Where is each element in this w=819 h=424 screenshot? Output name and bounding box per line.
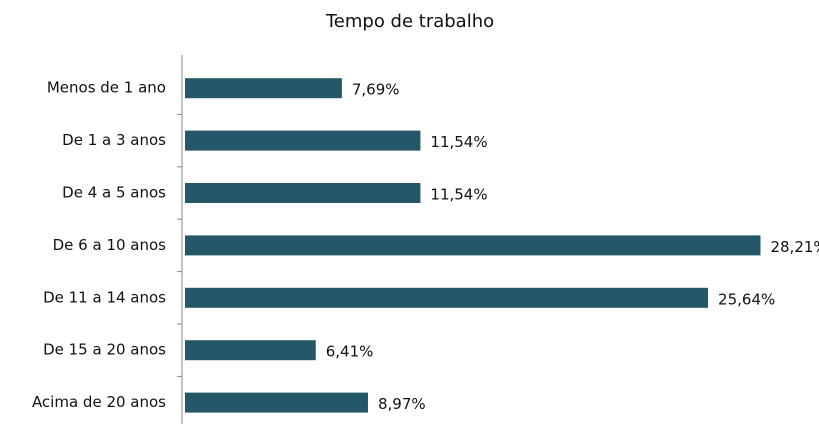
y-tick-label: Acima de 20 anos (32, 393, 166, 411)
bar (185, 78, 342, 99)
y-tick-label: De 11 a 14 anos (43, 288, 166, 306)
bar (185, 130, 421, 151)
y-tick-label: De 6 a 10 anos (53, 236, 167, 254)
data-label: 11,54% (430, 186, 487, 204)
bar (185, 235, 761, 256)
chart-title: Tempo de trabalho (325, 11, 494, 32)
y-tick-label: Menos de 1 ano (47, 79, 166, 97)
y-tick-label: De 4 a 5 anos (62, 184, 166, 202)
data-label: 6,41% (326, 343, 374, 361)
bar (185, 183, 421, 203)
bar (185, 340, 316, 361)
data-label: 28,21% (770, 238, 819, 256)
data-label: 8,97% (378, 395, 426, 413)
y-tick-label: De 1 a 3 anos (62, 131, 166, 149)
data-label: 11,54% (430, 133, 487, 151)
bar (185, 287, 709, 308)
data-label: 7,69% (352, 81, 400, 99)
data-label: 25,64% (718, 290, 775, 308)
bar (185, 392, 368, 413)
y-tick-label: De 15 a 20 anos (43, 341, 166, 359)
